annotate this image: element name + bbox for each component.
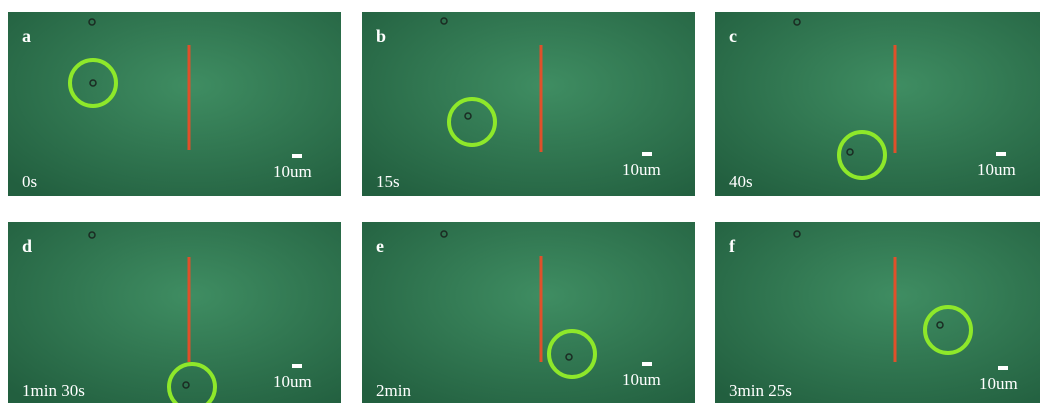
figure: a 0s 10um b 15s 10um c 40s 10um d 1min 3…: [0, 0, 1040, 403]
panel: b 15s 10um: [362, 12, 695, 196]
scale-label: 10um: [622, 160, 661, 179]
scale-label: 10um: [622, 370, 661, 389]
panel-letter: c: [729, 26, 737, 46]
scale-bar: [292, 154, 302, 158]
time-label: 1min 30s: [22, 381, 85, 400]
scale-bar: [642, 152, 652, 156]
panel-letter: d: [22, 236, 32, 256]
time-label: 15s: [376, 172, 400, 191]
scale-bar: [996, 152, 1006, 156]
panel: e 2min 10um: [362, 222, 695, 403]
time-label: 40s: [729, 172, 753, 191]
scale-label: 10um: [273, 162, 312, 181]
panel: a 0s 10um: [8, 12, 341, 196]
panel-letter: b: [376, 26, 386, 46]
time-label: 2min: [376, 381, 411, 400]
panel: f 3min 25s 10um: [715, 222, 1040, 403]
scale-label: 10um: [273, 372, 312, 391]
scale-bar: [642, 362, 652, 366]
scale-label: 10um: [979, 374, 1018, 393]
panel: c 40s 10um: [715, 12, 1040, 196]
time-label: 0s: [22, 172, 37, 191]
panel: d 1min 30s 10um: [8, 222, 341, 403]
time-label: 3min 25s: [729, 381, 792, 400]
scale-bar: [998, 366, 1008, 370]
panel-letter: f: [729, 236, 736, 256]
scale-bar: [292, 364, 302, 368]
panel-letter: a: [22, 26, 31, 46]
panel-letter: e: [376, 236, 384, 256]
scale-label: 10um: [977, 160, 1016, 179]
